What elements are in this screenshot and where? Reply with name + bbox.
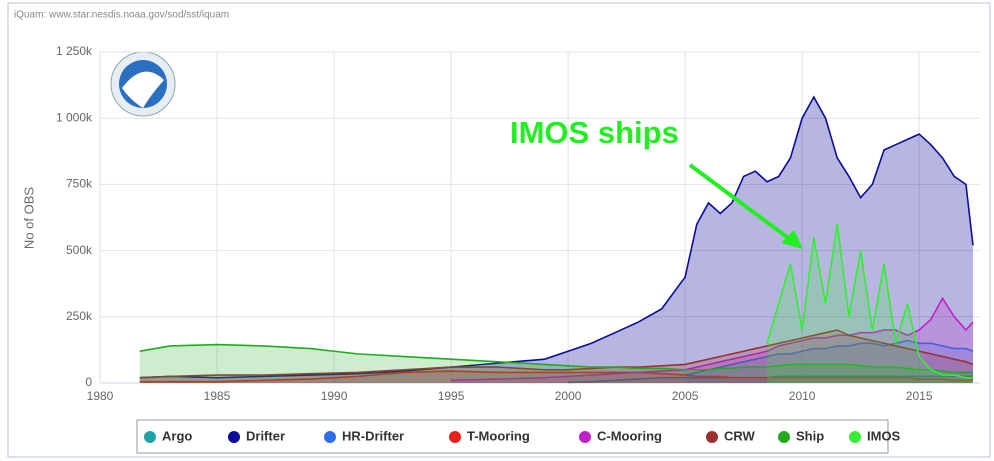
legend-label: IMOS — [867, 428, 901, 443]
y-axis-title: No of OBS — [21, 187, 36, 249]
legend-marker — [144, 431, 156, 443]
y-tick-label: 500k — [66, 243, 93, 257]
legend-marker — [778, 431, 790, 443]
legend-box — [136, 419, 889, 454]
y-tick-label: 0 — [85, 375, 92, 389]
series-line — [139, 329, 974, 379]
plot: 1980 1985 1990 1995 2000 2005 2010 2015 0 250k 500… — [56, 44, 980, 403]
legend-marker — [579, 431, 591, 443]
x-tick-label: 2010 — [789, 389, 816, 403]
x-tick-label: 2015 — [906, 389, 933, 403]
legend-marker — [324, 431, 336, 443]
y-tick-label: 750k — [66, 177, 93, 191]
series-line — [766, 224, 973, 379]
y-tick-label: 250k — [66, 309, 93, 323]
x-tick-label: 1995 — [438, 389, 465, 403]
x-tick-label: 2005 — [672, 389, 699, 403]
legend-label: CRW — [724, 428, 756, 443]
x-tick-label: 1980 — [87, 389, 114, 403]
x-tick-label: 1985 — [204, 389, 231, 403]
x-tick-label: 1990 — [321, 389, 348, 403]
noaa-logo — [110, 51, 176, 117]
legend-label: Drifter — [246, 428, 285, 443]
legend-label: Ship — [796, 428, 824, 443]
series-line — [139, 343, 973, 374]
area-fill — [685, 340, 973, 383]
area-fill — [139, 330, 973, 383]
legend-label: C-Mooring — [597, 428, 662, 443]
logo-bird — [122, 71, 164, 108]
legend-marker — [706, 431, 718, 443]
legend-marker — [228, 431, 240, 443]
area-fill — [451, 298, 973, 383]
area-fill — [139, 344, 973, 383]
x-tick-label: 2000 — [555, 389, 582, 403]
area-fill — [139, 97, 973, 384]
y-tick-label: 1 000k — [56, 110, 93, 124]
arrow-head — [781, 230, 803, 249]
source-text: iQuam: www.star.nesdis.noaa.gov/sod/sst/… — [14, 10, 229, 21]
annotation-arrow — [688, 163, 797, 245]
series-line — [684, 339, 974, 376]
legend-label: Argo — [162, 428, 192, 443]
legend-marker — [849, 431, 861, 443]
legend-label: T-Mooring — [467, 428, 530, 443]
series-line — [568, 375, 973, 384]
y-tick-label: 1 250k — [56, 44, 93, 58]
legend-marker — [449, 431, 461, 443]
annotation: IMOS ships — [510, 115, 679, 150]
series-line — [139, 370, 973, 383]
legend-label: HR-Drifter — [342, 428, 404, 443]
